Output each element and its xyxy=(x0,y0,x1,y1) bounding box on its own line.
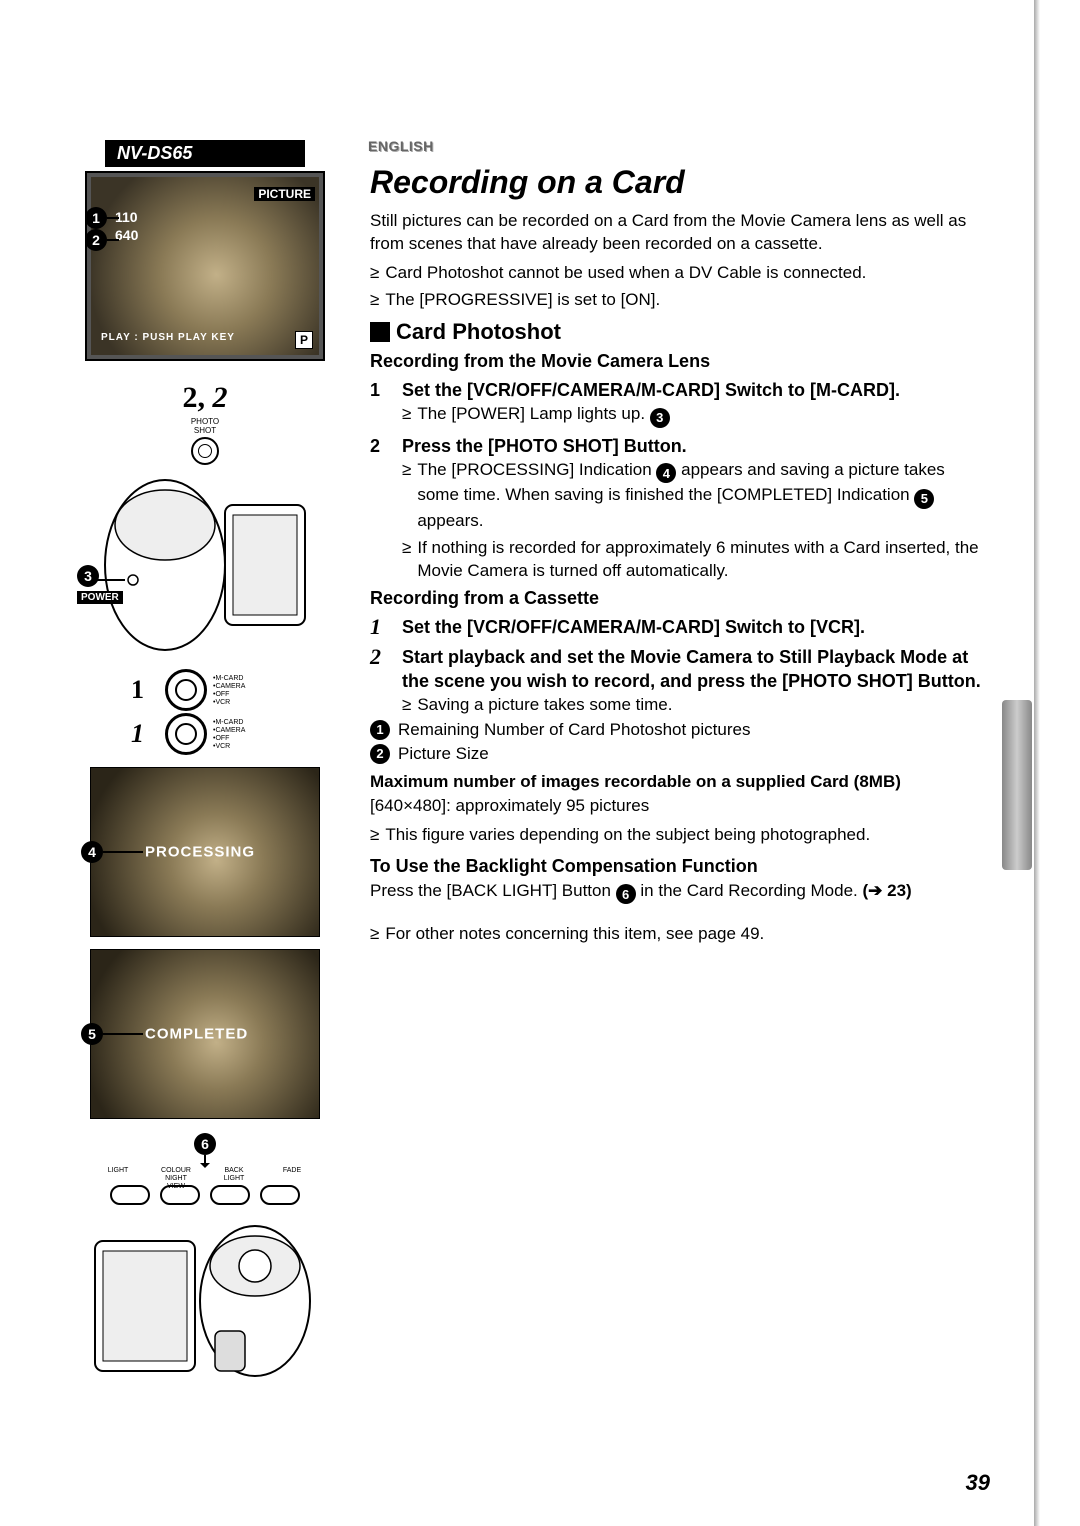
bullet-dv-cable: ≥Card Photoshot cannot be used when a DV… xyxy=(370,261,990,284)
callout-1: 1 xyxy=(85,207,107,229)
callout-4: 4 xyxy=(81,841,103,863)
camera-top-diagram: 2, 2 PHOTOSHOT 3 POWER 1 •M-CARD•CAMERA•… xyxy=(85,375,325,755)
fade-button-icon xyxy=(260,1185,300,1205)
play-hint: PLAY : PUSH PLAY KEY xyxy=(101,332,235,343)
callout-4-line xyxy=(103,851,143,853)
language-badge: ENGLISH xyxy=(368,138,434,154)
section-card-photoshot: Card Photoshot xyxy=(370,319,990,345)
cassette-step-2: 2 Start playback and set the Movie Camer… xyxy=(370,645,990,693)
picture-label: PICTURE xyxy=(254,187,315,201)
button-row xyxy=(110,1185,300,1205)
camera-body-drawing xyxy=(95,465,315,675)
screen-preview-1: PICTURE 110 640 PLAY : PUSH PLAY KEY P 1… xyxy=(85,171,325,361)
photoshot-label: PHOTOSHOT xyxy=(191,417,219,435)
right-column: ENGLISH Recording on a Card Still pictur… xyxy=(370,140,1020,1420)
legend-callout-2: 2 xyxy=(370,744,390,764)
step-2-sub2: ≥If nothing is recorded for approximatel… xyxy=(402,536,990,582)
heading-rec-cassette: Recording from a Cassette xyxy=(370,588,990,609)
heading-backlight: To Use the Backlight Compensation Functi… xyxy=(370,856,990,877)
callout-3-marker: 3 xyxy=(77,565,99,587)
inline-callout-5: 5 xyxy=(914,489,934,509)
model-badge: NV-DS65 xyxy=(105,140,305,167)
inline-callout-6: 6 xyxy=(616,884,636,904)
dial-1-labels: •M-CARD•CAMERA•OFF•VCR xyxy=(213,675,245,707)
resolution-text: [640×480]: approximately 95 pictures xyxy=(370,794,990,817)
cassette-step-1: 1 Set the [VCR/OFF/CAMERA/M-CARD] Switch… xyxy=(370,615,990,639)
light-button-icon xyxy=(110,1185,150,1205)
completed-label: COMPLETED xyxy=(145,1026,248,1043)
step-1-sub: ≥ The [POWER] Lamp lights up. 3 xyxy=(402,402,990,428)
intro-text: Still pictures can be recorded on a Card… xyxy=(370,209,990,255)
backlight-text: Press the [BACK LIGHT] Button 6 in the C… xyxy=(370,879,990,905)
bottom-buttons-diagram: 6 LIGHT COLOUR NIGHT VIEW BACK LIGHT FAD… xyxy=(85,1133,325,1393)
callout-1-line xyxy=(107,217,119,219)
callout-5: 5 xyxy=(81,1023,103,1045)
page-title: Recording on a Card xyxy=(370,164,990,201)
bullet-other-notes: ≥For other notes concerning this item, s… xyxy=(370,922,990,945)
mode-dial-2-icon xyxy=(165,713,207,755)
max-images-heading: Maximum number of images recordable on a… xyxy=(370,772,990,792)
step-1: 1 Set the [VCR/OFF/CAMERA/M-CARD] Switch… xyxy=(370,378,990,402)
processing-label: PROCESSING xyxy=(145,844,255,861)
bullet-progressive: ≥The [PROGRESSIVE] is set to [ON]. xyxy=(370,288,990,311)
page-edge-shadow xyxy=(1034,0,1040,1526)
step-reference-label: 2, 2 xyxy=(183,381,228,415)
lion-image-1 xyxy=(91,177,319,355)
legend-row-2: 2 Picture Size xyxy=(370,744,990,764)
p-badge: P xyxy=(295,331,313,349)
arrow-down-icon xyxy=(204,1155,206,1167)
cassette-step-2-sub: ≥Saving a picture takes some time. xyxy=(402,693,990,716)
screen-preview-processing: 4 PROCESSING xyxy=(90,767,320,937)
page-number: 39 xyxy=(966,1470,990,1496)
heading-rec-lens: Recording from the Movie Camera Lens xyxy=(370,351,990,372)
callout-2-line xyxy=(107,239,119,241)
step-2: 2 Press the [PHOTO SHOT] Button. xyxy=(370,434,990,458)
section-marker-icon xyxy=(370,322,390,342)
power-label: POWER xyxy=(77,591,123,604)
dial-step-1: 1 xyxy=(131,675,144,705)
inline-callout-3: 3 xyxy=(650,408,670,428)
legend-row-1: 1 Remaining Number of Card Photoshot pic… xyxy=(370,720,990,740)
legend-callout-1: 1 xyxy=(370,720,390,740)
screen-preview-completed: 5 COMPLETED xyxy=(90,949,320,1119)
callout-6: 6 xyxy=(194,1133,216,1155)
page-content: NV-DS65 PICTURE 110 640 PLAY : PUSH PLAY… xyxy=(60,140,1020,1420)
callout-3: 3 xyxy=(77,565,99,587)
camera-bottom-drawing xyxy=(85,1211,325,1391)
step-2-sub1: ≥ The [PROCESSING] Indication 4 appears … xyxy=(402,458,990,532)
left-column: NV-DS65 PICTURE 110 640 PLAY : PUSH PLAY… xyxy=(60,140,350,1420)
callout-2: 2 xyxy=(85,229,107,251)
callout-5-line xyxy=(103,1033,143,1035)
dial-2-labels: •M-CARD•CAMERA•OFF•VCR xyxy=(213,719,245,751)
colour-button-icon xyxy=(160,1185,200,1205)
backlight-button-icon xyxy=(210,1185,250,1205)
bullet-varies: ≥This figure varies depending on the sub… xyxy=(370,823,990,846)
mode-dial-1-icon xyxy=(165,669,207,711)
dial-step-1-italic: 1 xyxy=(131,719,144,749)
inline-callout-4: 4 xyxy=(656,463,676,483)
photoshot-button-icon xyxy=(191,437,219,465)
